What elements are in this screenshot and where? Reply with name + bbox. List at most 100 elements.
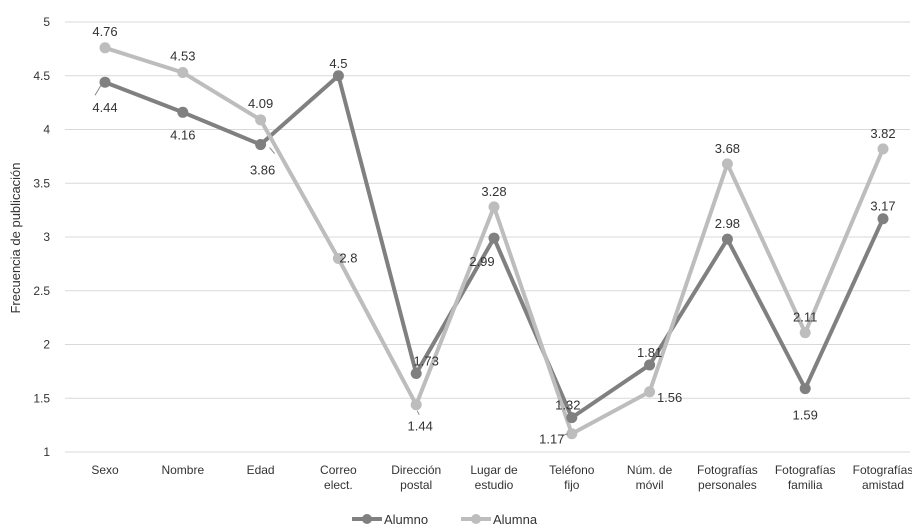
x-tick-label-line: Correo [320,463,357,477]
data-label-alumno: 3.17 [870,199,895,214]
data-point-alumna [99,42,111,54]
data-label-alumna: 4.76 [92,24,117,39]
data-point-alumno [410,368,422,380]
legend-swatch-marker [362,514,372,524]
data-point-alumno [799,383,811,395]
data-point-alumna [410,399,422,411]
gridlines [65,21,910,453]
data-label-alumno: 4.44 [92,100,117,115]
label-leader-line [487,242,493,249]
y-tick-label: 1 [43,445,50,459]
data-label-alumna: 2.11 [793,310,817,325]
label-leader-line [416,410,420,415]
data-point-alumno [721,233,733,245]
data-label-alumno: 1.32 [555,398,580,413]
data-point-alumno [177,106,189,118]
x-tick-label: Nombre [161,463,204,477]
y-tick-label: 4.5 [33,69,50,83]
x-tick-label-line: Núm. de [627,463,673,477]
data-point-alumna [877,143,889,155]
data-label-alumno: 1.73 [414,354,439,369]
y-tick-label: 4 [43,123,50,137]
label-leader-line [94,84,102,96]
label-leader-line [561,433,568,437]
label-leader-line [269,147,275,154]
legend-swatch-marker [471,514,481,524]
data-label-alumno: 2.99 [469,254,494,269]
data-point-alumno [488,232,500,244]
data-label-alumno: 4.16 [170,127,195,142]
data-label-alumno: 4.5 [329,56,347,71]
data-point-alumna [566,428,578,440]
data-label-alumno: 3.86 [250,163,275,178]
y-tick-label: 3 [43,230,50,244]
x-tick-label-line: móvil [636,478,664,492]
x-tick-label-line: Teléfono [549,463,595,477]
data-label-alumna: 2.8 [339,251,357,266]
data-label-alumno: 2.98 [715,216,740,231]
x-tick-label-line: familia [788,478,823,492]
x-tick-label: Fotografías personales [697,463,758,492]
data-label-alumna: 1.56 [657,390,682,405]
data-point-alumno [566,412,578,424]
x-tick-label-line: Fotografías [853,463,912,477]
legend: Alumno Alumna [352,512,538,527]
y-tick-label: 3.5 [33,176,50,190]
x-tick-label: Fotografías amistad [853,463,912,492]
data-point-alumna [799,327,811,339]
data-point-alumno [99,76,111,88]
y-tick-label: 2 [43,338,50,352]
data-point-alumna [255,114,267,126]
x-tick-label-line: elect. [324,478,353,492]
x-tick-label-line: fijo [564,478,580,492]
x-tick-label-line: Dirección [391,463,441,477]
data-point-alumno [877,213,889,225]
x-tick-label-line: personales [698,478,757,492]
x-tick-label-line: Sexo [91,463,119,477]
y-tick-label: 5 [43,15,50,29]
x-tick-label-line: Edad [247,463,275,477]
series-points [99,42,889,440]
data-label-alumna: 1.44 [408,419,433,434]
data-label-alumna: 4.53 [170,49,195,64]
data-point-alumna [177,67,189,79]
data-point-alumna [488,201,500,213]
data-label-alumna: 4.09 [248,96,273,111]
data-label-alumna: 3.28 [481,184,506,199]
data-label-alumna: 3.68 [715,141,740,156]
data-point-alumna [332,253,344,264]
y-tick-label: 2.5 [33,284,50,298]
x-tick-label: Núm. de móvil [627,463,673,492]
x-tick-label: Dirección postal [391,463,441,492]
data-point-alumno [332,70,344,82]
x-tick-label: Correo elect. [320,463,357,492]
x-axis-categories: Sexo Nombre Edad Correo elect. Dirección posta… [91,463,912,492]
x-tick-label: Edad [247,463,275,477]
data-point-alumna [721,158,733,170]
x-tick-label-line: Nombre [161,463,204,477]
data-labels: 4.44 4.16 3.86 4.5 1.73 2.99 1.32 1.81 2.98 1.59 3… [92,24,895,447]
x-tick-label-line: estudio [475,478,514,492]
x-tick-label: Lugar de estudio [470,463,518,492]
legend-label-alumno: Alumno [384,512,428,527]
x-tick-label: Sexo [91,463,119,477]
data-point-alumna [644,386,656,398]
legend-label-alumna: Alumna [493,512,538,527]
data-label-alumno: 1.59 [793,408,818,423]
x-tick-label: Teléfono fijo [549,463,595,492]
x-tick-label-line: Fotografías [775,463,836,477]
y-axis-ticks: 1 1.5 2 2.5 3 3.5 4 4.5 5 [33,15,50,459]
data-label-alumno: 1.81 [637,345,662,360]
y-axis-label: Frecuencia de publicación [8,162,23,313]
data-label-alumna: 3.82 [870,126,895,141]
data-label-alumna: 1.17 [539,432,564,447]
x-tick-label-line: postal [400,478,432,492]
data-point-alumno [644,359,656,371]
y-tick-label: 1.5 [33,391,50,405]
x-tick-label-line: Lugar de [470,463,518,477]
x-tick-label: Fotografías familia [775,463,836,492]
data-point-alumno [255,139,267,151]
x-tick-label-line: Fotografías [697,463,758,477]
x-tick-label-line: amistad [862,478,904,492]
